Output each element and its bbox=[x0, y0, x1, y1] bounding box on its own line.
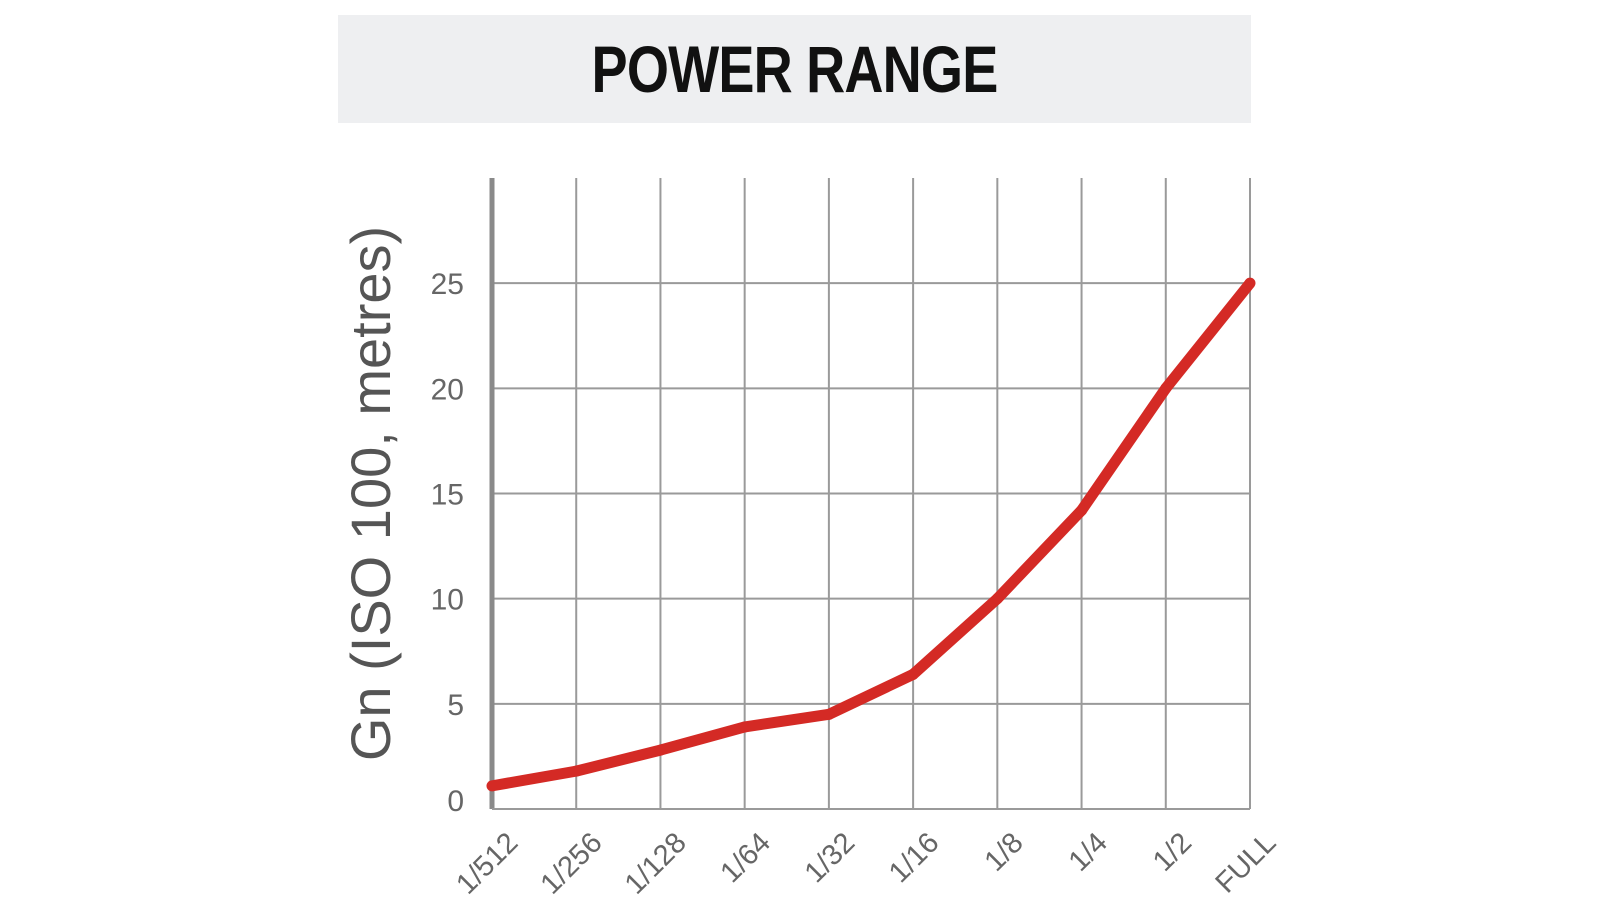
x-tick-label: 1/8 bbox=[979, 827, 1030, 878]
chart-title-banner: POWER RANGE bbox=[338, 15, 1251, 123]
data-point bbox=[739, 721, 751, 733]
data-point bbox=[907, 668, 919, 680]
y-tick-label: 15 bbox=[431, 479, 464, 512]
y-tick-label: 5 bbox=[447, 689, 464, 722]
x-tick-label: 1/64 bbox=[714, 827, 777, 890]
data-point bbox=[1160, 382, 1172, 394]
data-point bbox=[1076, 504, 1088, 516]
data-point bbox=[570, 765, 582, 777]
data-point bbox=[654, 744, 666, 756]
data-point bbox=[991, 593, 1003, 605]
axes bbox=[489, 178, 1250, 810]
series-layer bbox=[486, 277, 1256, 792]
grid bbox=[492, 178, 1251, 809]
x-tick-label: 1/16 bbox=[883, 827, 946, 890]
x-tick-label: 1/2 bbox=[1147, 827, 1198, 878]
x-tick-label: FULL bbox=[1210, 827, 1283, 900]
data-point bbox=[1244, 277, 1256, 289]
chart-title: POWER RANGE bbox=[591, 32, 999, 106]
y-tick-label: 25 bbox=[431, 268, 464, 301]
y-tick-label: 0 bbox=[447, 785, 464, 818]
y-tick-label: 10 bbox=[431, 584, 464, 617]
y-axis-title: Gn (ISO 100, metres) bbox=[339, 226, 402, 761]
data-point bbox=[823, 708, 835, 720]
y-tick-label: 20 bbox=[431, 373, 464, 406]
series-line bbox=[491, 279, 1255, 792]
x-tick-label: 1/32 bbox=[799, 827, 862, 890]
data-point bbox=[486, 780, 498, 792]
x-tick-label: 1/512 bbox=[450, 827, 524, 901]
x-tick-label: 1/256 bbox=[535, 827, 609, 901]
x-tick-label: 1/128 bbox=[619, 827, 693, 901]
x-tick-label: 1/4 bbox=[1063, 827, 1114, 878]
labels: 0 5 10 15 20 25 1/512 1/256 1/128 1/64 1/32 1/16 1/8… bbox=[339, 226, 1282, 901]
